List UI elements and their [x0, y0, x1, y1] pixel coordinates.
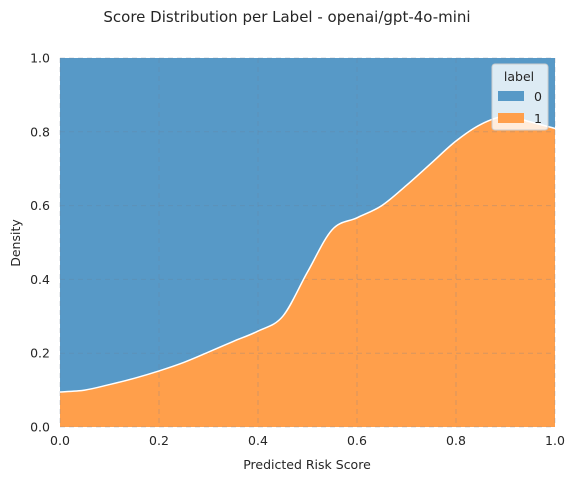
y-tick-label: 1.0: [30, 51, 50, 66]
x-axis-label: Predicted Risk Score: [243, 457, 371, 472]
y-tick-label: 0.2: [30, 346, 50, 361]
area-series-1: [60, 116, 555, 427]
x-tick-label: 0.0: [50, 433, 70, 448]
y-axis-label: Density: [8, 219, 23, 267]
chart-title: Score Distribution per Label - openai/gp…: [103, 8, 470, 26]
legend-title: label: [504, 69, 534, 84]
x-tick-label: 0.8: [446, 433, 466, 448]
x-tick-label: 0.2: [149, 433, 169, 448]
x-tick-label: 0.6: [347, 433, 367, 448]
legend-label-1: 1: [534, 111, 542, 126]
legend-swatch-1: [498, 113, 524, 123]
y-tick-label: 0.8: [30, 124, 50, 139]
y-tick-label: 0.0: [30, 420, 50, 435]
y-tick-label: 0.4: [30, 272, 50, 287]
x-tick-label: 1.0: [545, 433, 565, 448]
legend-swatch-0: [498, 91, 524, 101]
series-boundary-line: [59, 115, 556, 393]
y-tick-label: 0.6: [30, 198, 50, 213]
x-tick-label: 0.4: [248, 433, 268, 448]
legend: label 0 1: [491, 63, 549, 131]
legend-label-0: 0: [534, 89, 542, 104]
